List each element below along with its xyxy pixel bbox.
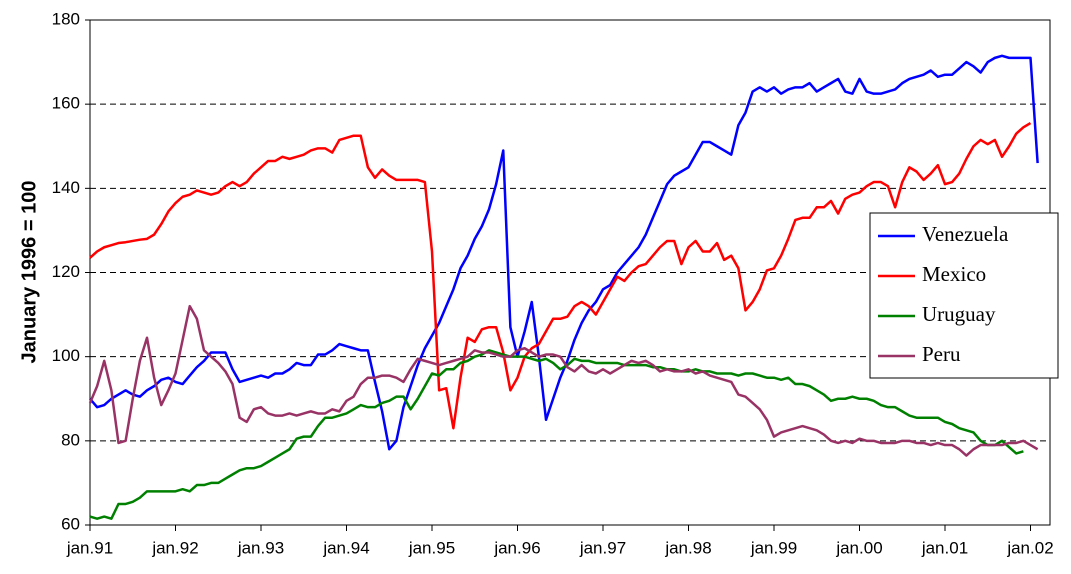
legend-label: Mexico — [922, 262, 986, 286]
x-tick-label: jan.94 — [322, 538, 369, 557]
y-tick-label: 60 — [61, 514, 80, 533]
legend-box — [869, 212, 1059, 379]
y-tick-label: 140 — [52, 178, 80, 197]
x-tick-label: jan.96 — [493, 538, 540, 557]
y-axis-label: January 1996 = 100 — [18, 181, 40, 364]
x-tick-label: jan.92 — [151, 538, 198, 557]
x-tick-label: jan.99 — [750, 538, 797, 557]
legend-label: Peru — [922, 342, 961, 366]
series-line — [89, 349, 1024, 520]
x-tick-label: jan.01 — [921, 538, 968, 557]
legend-label: Venezuela — [922, 222, 1009, 246]
x-tick-label: jan.93 — [237, 538, 284, 557]
y-tick-label: 120 — [52, 262, 80, 281]
x-tick-label: jan.91 — [66, 538, 113, 557]
series-line — [89, 122, 1032, 430]
x-tick-label: jan.98 — [664, 538, 711, 557]
y-tick-label: 80 — [61, 430, 80, 449]
series-line — [89, 54, 1039, 451]
x-tick-label: jan.97 — [579, 538, 626, 557]
legend-label: Uruguay — [922, 302, 996, 326]
x-tick-label: jan.00 — [835, 538, 882, 557]
x-tick-label: jan.95 — [408, 538, 455, 557]
y-tick-label: 100 — [52, 346, 80, 365]
x-tick-label: jan.02 — [1006, 538, 1053, 557]
y-tick-label: 180 — [52, 9, 80, 28]
series-line — [88, 304, 1039, 457]
y-tick-label: 160 — [52, 94, 80, 113]
